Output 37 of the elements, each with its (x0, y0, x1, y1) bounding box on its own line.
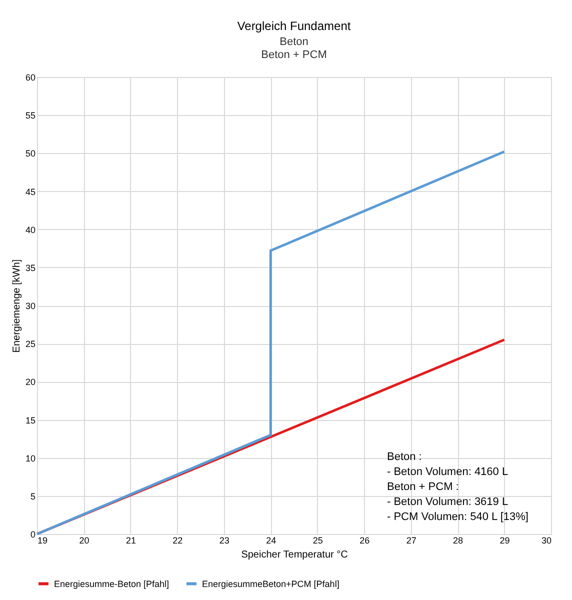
y-tick-label: 35 (25, 262, 36, 273)
x-tick-label: 27 (406, 536, 416, 546)
x-tick-label: 29 (500, 536, 510, 546)
x-tick-label: 19 (38, 536, 48, 546)
legend-label: Energiesumme-Beton [Pfahl] (54, 578, 170, 589)
legend-label: EnergiesummeBeton+PCM [Pfahl] (202, 578, 340, 589)
x-tick-label: 25 (312, 536, 323, 546)
x-tick-label: 28 (453, 536, 464, 546)
x-tick-label: 30 (541, 536, 552, 546)
x-tick-label: 23 (219, 536, 230, 546)
x-tick-label: 24 (266, 536, 276, 546)
annotation: - Beton Volumen: 4160 L (387, 466, 508, 478)
y-tick-label: 10 (25, 453, 36, 464)
x-tick-label: 21 (126, 536, 136, 546)
text: Beton (280, 36, 308, 48)
y-tick-label: 0 (30, 530, 36, 540)
x-axis-title: Speicher Temperatur °C (241, 550, 348, 560)
x-tick-label: 20 (79, 536, 90, 546)
y-tick-label: 55 (25, 110, 36, 121)
y-tick-label: 50 (25, 148, 36, 159)
y-tick-label: 20 (25, 377, 36, 388)
annotation: Beton + PCM : (387, 481, 459, 493)
x-tick-label: 26 (360, 536, 370, 546)
y-axis-title: Energiemenge [kWh] (11, 259, 22, 353)
text: Beton + PCM (261, 49, 327, 61)
y-tick-label: 60 (25, 72, 36, 82)
y-tick-label: 40 (25, 224, 36, 235)
annotation: - PCM Volumen: 540 L [13%] (387, 511, 528, 523)
annotation: - Beton Volumen: 3619 L (387, 496, 508, 508)
y-tick-label: 25 (25, 339, 36, 350)
x-tick-label: 22 (172, 536, 183, 546)
y-tick-label: 45 (25, 186, 36, 197)
y-tick-label: 5 (30, 491, 36, 502)
chart-title: Vergleich Fundament (237, 19, 352, 33)
y-tick-label: 30 (25, 301, 36, 311)
annotation: Beton : (387, 451, 422, 463)
y-tick-label: 15 (25, 415, 36, 426)
